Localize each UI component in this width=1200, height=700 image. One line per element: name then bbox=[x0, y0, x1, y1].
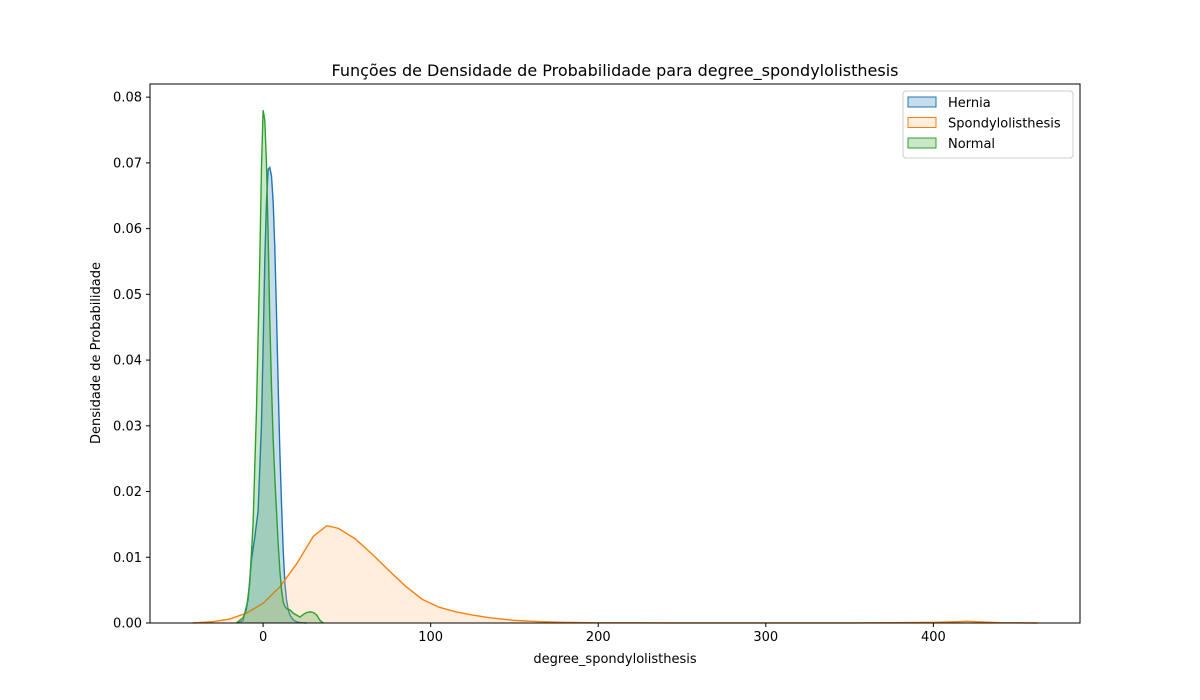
y-tick-label: 0.04 bbox=[113, 354, 142, 369]
x-tick-label: 300 bbox=[753, 630, 778, 645]
plot-frame bbox=[149, 83, 1081, 624]
legend-swatch-normal bbox=[907, 137, 937, 149]
y-tick-label: 0.01 bbox=[113, 551, 142, 566]
legend: Hernia Spondylolisthesis Normal bbox=[902, 90, 1074, 159]
x-tick-label: 0 bbox=[259, 630, 267, 645]
series-hernia-line bbox=[237, 165, 307, 624]
x-axis-label: degree_spondylolisthesis bbox=[533, 652, 697, 667]
y-tick-label: 0.00 bbox=[113, 617, 142, 632]
y-tick-label: 0.05 bbox=[113, 288, 142, 303]
series-layer bbox=[192, 110, 1038, 624]
y-tick-label: 0.07 bbox=[113, 156, 142, 171]
legend-label-spondylolisthesis: Spondylolisthesis bbox=[948, 117, 1061, 132]
legend-label-hernia: Hernia bbox=[948, 96, 991, 111]
y-tick-label: 0.08 bbox=[113, 91, 142, 106]
legend-swatch-spondylolisthesis bbox=[907, 117, 937, 128]
x-tick-label: 400 bbox=[921, 630, 946, 645]
legend-box bbox=[902, 90, 1074, 159]
y-axis-label: Densidade de Probabilidade bbox=[89, 262, 104, 444]
x-tick-label: 200 bbox=[586, 630, 611, 645]
legend-swatch-hernia bbox=[907, 96, 937, 108]
y-tick-label: 0.03 bbox=[113, 419, 142, 434]
legend-label-normal: Normal bbox=[948, 137, 995, 152]
series-spondylolisthesis-line bbox=[192, 524, 1038, 624]
series-normal-area bbox=[236, 110, 324, 624]
series-spondylolisthesis-area bbox=[192, 525, 1038, 623]
y-tick-label: 0.02 bbox=[113, 485, 142, 500]
x-axis: 0 100 200 300 400 bbox=[259, 623, 946, 645]
y-tick-label: 0.06 bbox=[113, 222, 142, 237]
x-tick-label: 100 bbox=[418, 630, 443, 645]
y-axis: 0.00 0.01 0.02 0.03 0.04 0.05 0.06 0.07 0.08 bbox=[113, 91, 150, 632]
chart-title: Funções de Densidade de Probabilidade pa… bbox=[331, 61, 898, 81]
series-normal-line bbox=[235, 110, 324, 624]
